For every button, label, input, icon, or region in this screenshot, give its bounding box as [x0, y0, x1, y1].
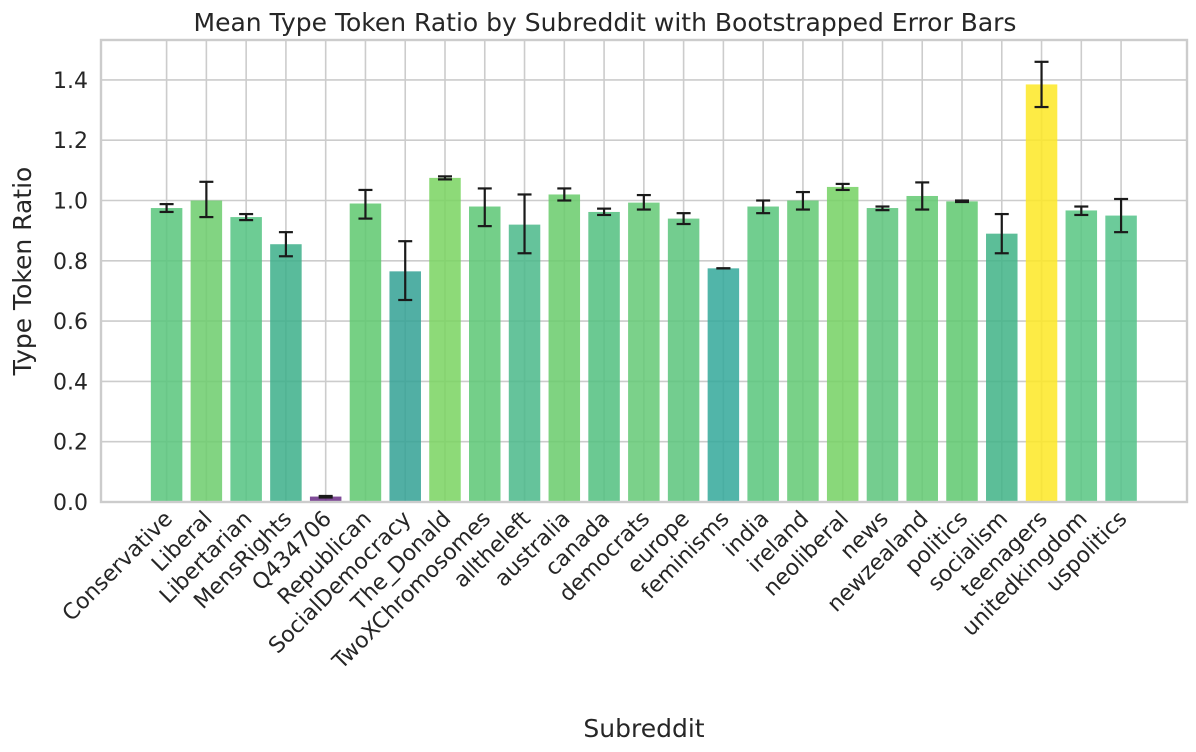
- y-tick-labels: 0.0 0.2 0.4 0.6 0.8 1.0 1.2 1.4: [53, 69, 88, 516]
- bar-newzealand: [906, 195, 938, 503]
- bar-india: [747, 206, 779, 502]
- bar-mensrights: [270, 244, 302, 502]
- bar-republican: [349, 203, 382, 502]
- x-axis-label: Subreddit: [583, 714, 704, 743]
- y-tick-label: 0.8: [53, 250, 88, 275]
- y-tick-label: 1.4: [53, 69, 88, 94]
- bar-news: [866, 208, 899, 502]
- error-bar: [159, 203, 174, 214]
- error-bar: [318, 494, 333, 499]
- bar-conservative: [150, 208, 183, 502]
- error-bar: [398, 240, 413, 302]
- bars: [150, 84, 1137, 503]
- error-bar: [437, 175, 452, 181]
- y-tick-label: 0.2: [53, 431, 88, 456]
- error-bar: [278, 231, 293, 258]
- error-bar: [756, 199, 771, 215]
- error-bar: [1034, 60, 1049, 109]
- error-bar: [358, 188, 373, 220]
- error-bar: [1114, 197, 1129, 234]
- bar-socialdemocracy: [389, 271, 421, 502]
- error-bar: [994, 212, 1009, 255]
- error-bar: [557, 187, 572, 202]
- error-bar: [597, 207, 612, 217]
- error-bar: [199, 180, 214, 219]
- bar-uspolitics: [1105, 215, 1137, 502]
- error-bar: [636, 193, 651, 211]
- chart-title: Mean Type Token Ratio by Subreddit with …: [194, 8, 1017, 37]
- error-bar: [477, 187, 492, 228]
- error-bar: [875, 205, 890, 212]
- bar-democrats: [628, 202, 660, 502]
- x-tick-labels: ConservativeLiberalLibertarianMensRights…: [58, 506, 1132, 675]
- bar-australia: [548, 194, 581, 502]
- error-bar: [835, 182, 850, 192]
- bar-neoliberal: [826, 186, 859, 502]
- bar-liberal: [190, 200, 223, 502]
- y-tick-label: 0.4: [53, 370, 88, 395]
- error-bar: [239, 212, 254, 222]
- bar-the-donald: [429, 177, 461, 502]
- bar-canada: [588, 211, 620, 502]
- error-bar: [955, 199, 969, 204]
- error-bar: [795, 190, 810, 211]
- bar-unitedkingdom: [1065, 210, 1098, 502]
- bar-twoxchromosomes: [469, 206, 501, 502]
- bar-alltheleft: [508, 224, 541, 502]
- plot-frame: [99, 38, 1189, 504]
- bar-socialism: [986, 233, 1018, 503]
- error-bar: [676, 212, 691, 226]
- y-axis-label: Type Token Ratio: [8, 167, 37, 377]
- bar-europe: [667, 218, 700, 502]
- bar-ireland: [787, 200, 819, 502]
- error-bars: [159, 60, 1129, 499]
- bar-teenagers: [1025, 84, 1058, 503]
- y-tick-label: 1.2: [53, 129, 88, 154]
- y-tick-label: 0.0: [53, 491, 88, 516]
- bar-q434706: [309, 496, 342, 502]
- error-bar: [1074, 205, 1089, 217]
- error-bar: [915, 181, 930, 211]
- y-tick-label: 0.6: [53, 310, 88, 335]
- bar-libertarian: [230, 217, 262, 502]
- error-bar: [517, 193, 532, 255]
- bar-feminisms: [707, 268, 740, 502]
- y-tick-label: 1.0: [53, 190, 88, 215]
- bar-politics: [946, 201, 978, 503]
